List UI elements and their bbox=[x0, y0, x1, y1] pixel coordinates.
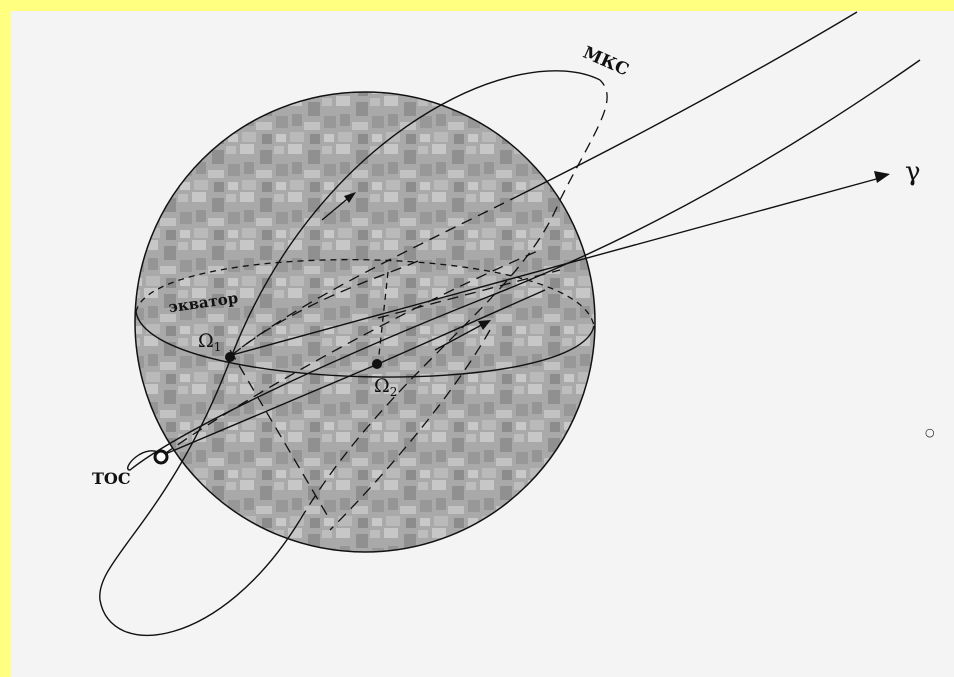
construction-line-4 bbox=[229, 349, 331, 521]
diagram-frame: МКС экватор Ω1 Ω2 ТОС γ ○ bbox=[11, 11, 954, 677]
node-line bbox=[162, 363, 379, 456]
iss-orbit-tail bbox=[519, 11, 858, 196]
iss-orbit-back bbox=[299, 79, 608, 521]
node-line-2 bbox=[377, 289, 546, 365]
small-circle-mark: ○ bbox=[925, 426, 935, 439]
motion-arrow-2-shaft bbox=[434, 321, 488, 351]
toc-station-marker bbox=[153, 449, 169, 465]
construction-line-3 bbox=[377, 269, 561, 319]
motion-arrow-1-head bbox=[344, 192, 356, 203]
toc-orbit-back bbox=[162, 249, 541, 456]
construction-line-5 bbox=[329, 329, 491, 531]
node-omega1-label: Ω1 bbox=[198, 330, 221, 354]
node-omega2-label: Ω2 bbox=[374, 375, 397, 399]
motion-arrow-2-head bbox=[478, 320, 491, 330]
equator-front bbox=[135, 311, 595, 378]
node-omega1-point bbox=[225, 352, 235, 362]
equator-back bbox=[135, 258, 595, 327]
construction-line-1 bbox=[377, 271, 389, 365]
gamma-line bbox=[231, 177, 881, 356]
gamma-label: γ bbox=[905, 157, 921, 187]
node-omega2-point bbox=[372, 359, 382, 369]
toc-label: ТОС bbox=[92, 469, 131, 488]
gamma-arrowhead bbox=[874, 171, 890, 183]
iss-orbit-front bbox=[99, 70, 601, 636]
toc-orbit-front bbox=[127, 59, 921, 471]
earth-sphere bbox=[134, 91, 596, 553]
orbit-diagram: МКС экватор Ω1 Ω2 ТОС γ ○ bbox=[92, 11, 935, 636]
